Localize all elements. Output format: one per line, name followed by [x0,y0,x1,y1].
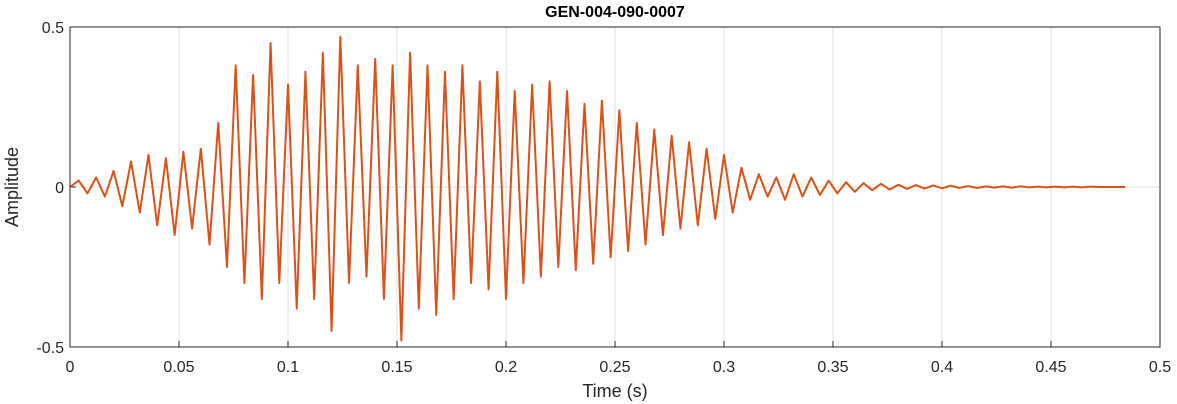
y-tick-label: 0.5 [42,20,64,37]
y-axis-label: Amplitude [2,147,22,227]
x-axis-label: Time (s) [582,381,647,401]
chart-title: GEN-004-090-0007 [545,4,685,21]
x-tick-label: 0.2 [495,359,517,376]
axes-box [69,26,1161,348]
x-tick-label: 0.4 [931,359,953,376]
x-tick-label: 0.25 [599,359,630,376]
x-tick-label: 0 [66,359,75,376]
x-tick-label: 0.35 [817,359,848,376]
x-tick-label: 0.15 [381,359,412,376]
x-tick-label: 0.5 [1149,359,1171,376]
x-tick-label: 0.3 [713,359,735,376]
x-tick-label: 0.05 [163,359,194,376]
waveform-line [69,35,1126,342]
x-tick-label: 0.45 [1035,359,1066,376]
x-tick-label: 0.1 [277,359,299,376]
y-tick-label: -0.5 [36,340,64,357]
y-tick-label: 0 [55,180,64,197]
